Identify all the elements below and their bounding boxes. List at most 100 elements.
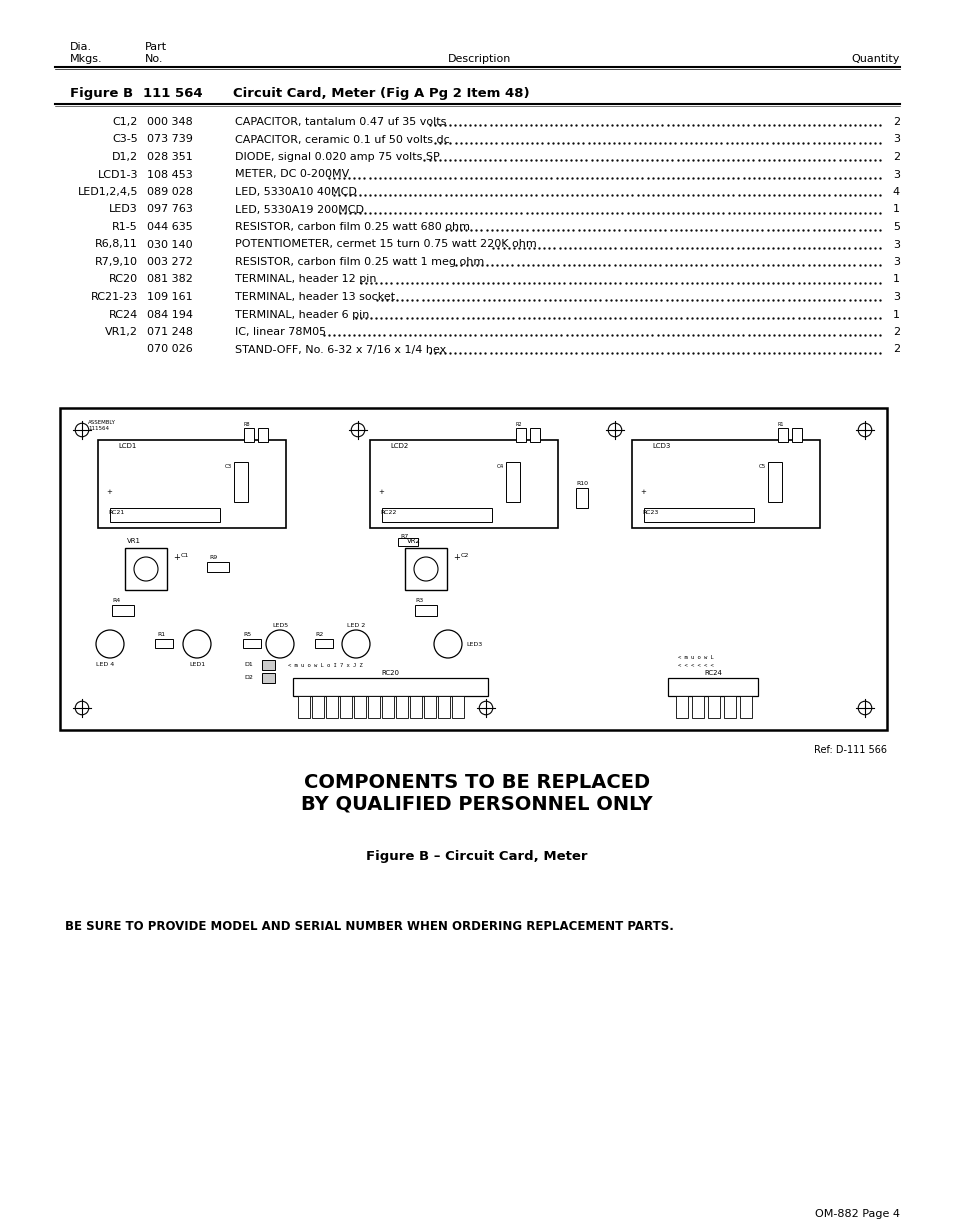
Text: Circuit Card, Meter (Fig A Pg 2 Item 48): Circuit Card, Meter (Fig A Pg 2 Item 48) (233, 87, 529, 100)
Text: +: + (172, 553, 180, 563)
Text: OM-882 Page 4: OM-882 Page 4 (814, 1209, 899, 1219)
Text: C2: C2 (460, 553, 469, 558)
Text: LED, 5330A19 200MCD: LED, 5330A19 200MCD (234, 204, 364, 214)
Text: 1: 1 (892, 275, 899, 284)
Text: RC24: RC24 (703, 670, 721, 676)
Bar (262, 660, 274, 670)
Bar (707, 696, 720, 718)
Text: LCD1-3: LCD1-3 (97, 170, 138, 180)
Text: 111 564: 111 564 (143, 87, 202, 100)
Circle shape (434, 630, 461, 659)
Bar (516, 428, 525, 442)
Bar (110, 508, 220, 522)
Text: 108 453: 108 453 (147, 170, 193, 180)
Text: TERMINAL, header 6 pin: TERMINAL, header 6 pin (234, 309, 369, 320)
Text: LED3: LED3 (110, 204, 138, 214)
Text: Figure B – Circuit Card, Meter: Figure B – Circuit Card, Meter (366, 849, 587, 863)
Bar (395, 696, 408, 718)
Text: 4: 4 (892, 187, 899, 197)
Text: 111564: 111564 (88, 426, 109, 431)
Bar (723, 696, 735, 718)
Text: 073 739: 073 739 (147, 134, 193, 144)
Bar (262, 673, 274, 683)
Text: LCD2: LCD2 (390, 443, 408, 449)
Bar (740, 696, 751, 718)
Text: LED1,2,4,5: LED1,2,4,5 (77, 187, 138, 197)
Circle shape (478, 702, 493, 715)
Text: R1-5: R1-5 (112, 222, 138, 231)
Bar (691, 696, 703, 718)
Bar (314, 639, 333, 648)
Text: 028 351: 028 351 (147, 151, 193, 162)
Text: 071 248: 071 248 (147, 327, 193, 337)
Text: RC20: RC20 (380, 670, 398, 676)
Text: RC21-23: RC21-23 (91, 292, 138, 302)
Text: 1: 1 (892, 309, 899, 320)
Text: C1,2: C1,2 (112, 117, 138, 127)
Text: 109 161: 109 161 (147, 292, 193, 302)
Text: R5: R5 (243, 632, 251, 636)
Text: Figure B: Figure B (70, 87, 133, 100)
Bar (244, 428, 253, 442)
Bar (60, 407, 886, 730)
Text: TERMINAL, header 13 socket: TERMINAL, header 13 socket (234, 292, 395, 302)
Text: STAND-OFF, No. 6-32 x 7/16 x 1/4 hex: STAND-OFF, No. 6-32 x 7/16 x 1/4 hex (234, 345, 446, 355)
Text: 2: 2 (892, 327, 899, 337)
Circle shape (414, 556, 437, 581)
Bar (297, 696, 310, 718)
Text: R1: R1 (157, 632, 165, 636)
Text: POTENTIOMETER, cermet 15 turn 0.75 watt 220K ohm: POTENTIOMETER, cermet 15 turn 0.75 watt … (234, 240, 537, 250)
Text: 3: 3 (892, 240, 899, 250)
Text: VR1: VR1 (127, 538, 141, 544)
Text: R4: R4 (112, 598, 120, 603)
Text: ASSEMBLY: ASSEMBLY (88, 420, 115, 425)
Text: D1: D1 (244, 662, 253, 667)
Bar (370, 439, 558, 528)
Text: TERMINAL, header 12 pin: TERMINAL, header 12 pin (234, 275, 376, 284)
Bar (576, 487, 587, 508)
Text: Mkgs.: Mkgs. (70, 54, 103, 64)
Bar (98, 439, 286, 528)
Bar (778, 428, 787, 442)
Text: +: + (106, 489, 112, 495)
Bar (339, 696, 352, 718)
Text: VR1,2: VR1,2 (105, 327, 138, 337)
Text: R1: R1 (778, 422, 783, 427)
Text: 000 348: 000 348 (147, 117, 193, 127)
Text: LED5: LED5 (272, 623, 288, 628)
Bar (405, 548, 447, 590)
Text: 081 382: 081 382 (147, 275, 193, 284)
Text: R3: R3 (415, 598, 423, 603)
Text: R2: R2 (516, 422, 522, 427)
Text: METER, DC 0-200MV: METER, DC 0-200MV (234, 170, 349, 180)
Bar (233, 462, 248, 502)
Text: 3: 3 (892, 257, 899, 267)
Text: < < < < < <: < < < < < < (678, 664, 713, 668)
Text: C3: C3 (225, 464, 232, 469)
Bar (112, 604, 133, 616)
Bar (257, 428, 268, 442)
Text: 003 272: 003 272 (147, 257, 193, 267)
Text: 2: 2 (892, 345, 899, 355)
Text: RC20: RC20 (109, 275, 138, 284)
Circle shape (96, 630, 124, 659)
Text: 3: 3 (892, 134, 899, 144)
Bar (676, 696, 687, 718)
Text: 3: 3 (892, 170, 899, 180)
Text: D2: D2 (244, 675, 253, 680)
Bar (631, 439, 820, 528)
Bar (354, 696, 366, 718)
Text: Part: Part (145, 42, 167, 52)
Text: R9: R9 (209, 555, 217, 560)
Text: DIODE, signal 0.020 amp 75 volts SP: DIODE, signal 0.020 amp 75 volts SP (234, 151, 439, 162)
Text: Ref: D-111 566: Ref: D-111 566 (813, 745, 886, 755)
Text: 1: 1 (892, 204, 899, 214)
Text: 084 194: 084 194 (147, 309, 193, 320)
Text: LED 4: LED 4 (95, 662, 114, 667)
Text: R6,8,11: R6,8,11 (95, 240, 138, 250)
Bar (154, 639, 172, 648)
Text: C4: C4 (497, 464, 503, 469)
Text: RC24: RC24 (109, 309, 138, 320)
Text: VR2: VR2 (407, 538, 420, 544)
Bar (415, 604, 436, 616)
